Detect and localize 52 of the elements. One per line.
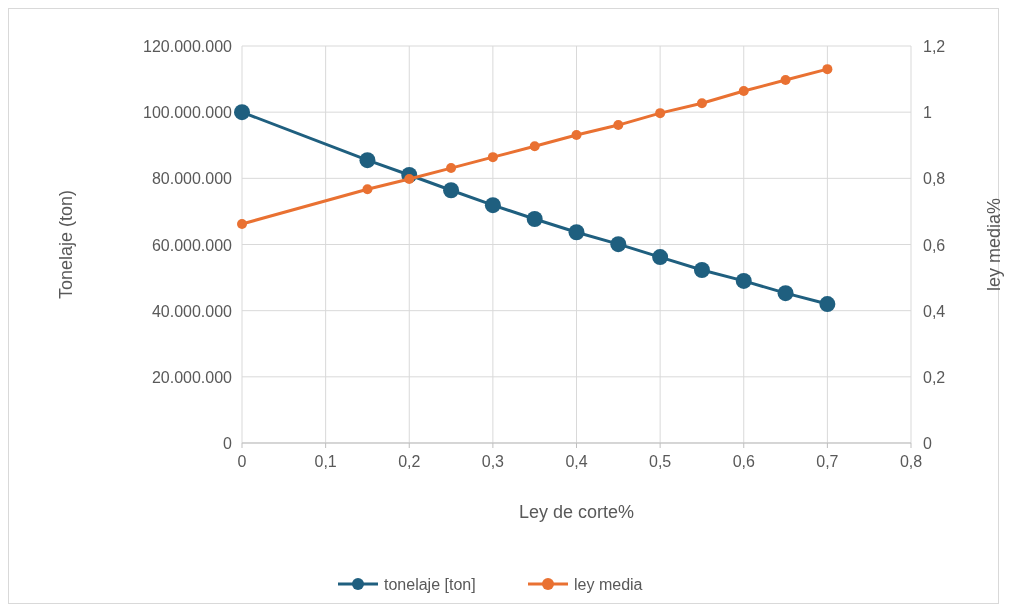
y2-tick-label: 0,2	[923, 368, 946, 386]
point	[696, 98, 707, 109]
point	[652, 249, 669, 266]
y-axis-title: Tonelaje (ton)	[56, 189, 76, 300]
point	[362, 184, 373, 195]
point	[738, 85, 749, 96]
point	[446, 163, 457, 174]
point	[359, 152, 376, 169]
y-tick-label: 40.000.000	[151, 302, 233, 320]
y-tick-label: 60.000.000	[151, 236, 233, 254]
point	[819, 296, 836, 313]
point	[568, 224, 585, 241]
x-tick-label: 0,2	[398, 453, 421, 470]
point	[655, 108, 666, 119]
x-tick-label: 0,4	[565, 453, 588, 470]
point	[234, 104, 250, 121]
x-tick-label: 0,6	[732, 453, 755, 470]
y2-tick-label: 1,2	[923, 38, 946, 55]
y-tick-label: 100.000.000	[143, 104, 233, 122]
y2-axis-title: ley media%	[984, 197, 1004, 292]
y-tick-label: 120.000.000	[143, 38, 233, 55]
y2-tick-label: 0,4	[923, 302, 946, 320]
x-tick-label: 0,3	[481, 453, 505, 470]
y2-tick-label: 0	[923, 435, 932, 452]
x-tick-label: 0,1	[314, 453, 337, 470]
point	[777, 285, 794, 302]
x-tick-label: 0,7	[816, 453, 839, 470]
y2-tick-label: 1	[923, 104, 932, 122]
y-tick-label: 0	[223, 435, 233, 452]
point	[484, 197, 501, 214]
point	[780, 75, 791, 86]
y2-tick-label: 0,6	[923, 236, 946, 254]
x-axis-title: Ley de corte%	[518, 502, 635, 522]
x-tick-label: 0,5	[649, 453, 672, 470]
point	[237, 218, 247, 229]
point	[735, 272, 752, 289]
point	[822, 64, 833, 75]
legend-label: ley media	[574, 576, 643, 593]
point	[526, 211, 543, 228]
legend-label: tonelaje [ton]	[384, 576, 476, 593]
point	[443, 182, 460, 199]
y2-tick-label: 0,8	[923, 170, 946, 188]
point	[610, 236, 627, 253]
point	[529, 141, 540, 152]
y-tick-label: 20.000.000	[151, 368, 233, 386]
point	[613, 120, 624, 131]
x-tick-label: 0,8	[899, 453, 923, 470]
y-tick-label: 80.000.000	[151, 170, 233, 188]
point	[693, 261, 710, 278]
point	[571, 129, 582, 140]
x-tick-label: 0	[237, 453, 247, 470]
point	[487, 152, 498, 163]
